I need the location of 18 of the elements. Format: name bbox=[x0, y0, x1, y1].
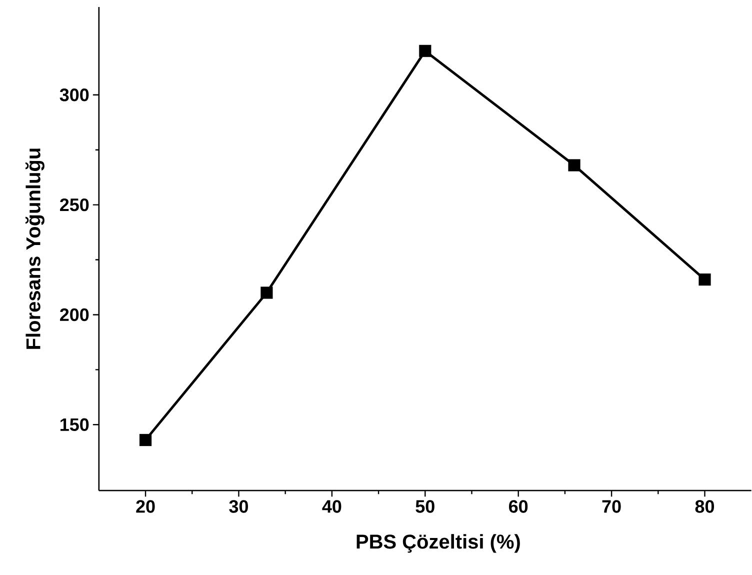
y-tick-label: 200 bbox=[60, 308, 89, 322]
x-axis-title: PBS Çözeltisi (%) bbox=[356, 534, 520, 553]
y-axis-title: Floresans Yoğunluğu bbox=[26, 148, 44, 350]
point bbox=[139, 434, 152, 446]
x-tick-label: 60 bbox=[509, 500, 528, 514]
y-tick-label: 300 bbox=[60, 88, 89, 102]
point bbox=[260, 286, 273, 300]
x-tick-label: 70 bbox=[602, 500, 621, 514]
point bbox=[698, 274, 711, 286]
x-tick-label: 30 bbox=[229, 500, 248, 514]
y-tick-label: 250 bbox=[60, 198, 89, 212]
x-tick-label: 80 bbox=[695, 500, 714, 514]
point bbox=[419, 45, 432, 58]
x-tick-label: 40 bbox=[322, 500, 342, 514]
point bbox=[568, 159, 580, 172]
y-tick-label: 150 bbox=[60, 418, 89, 432]
x-tick-label: 50 bbox=[416, 500, 434, 514]
x-tick-label: 20 bbox=[136, 500, 155, 514]
